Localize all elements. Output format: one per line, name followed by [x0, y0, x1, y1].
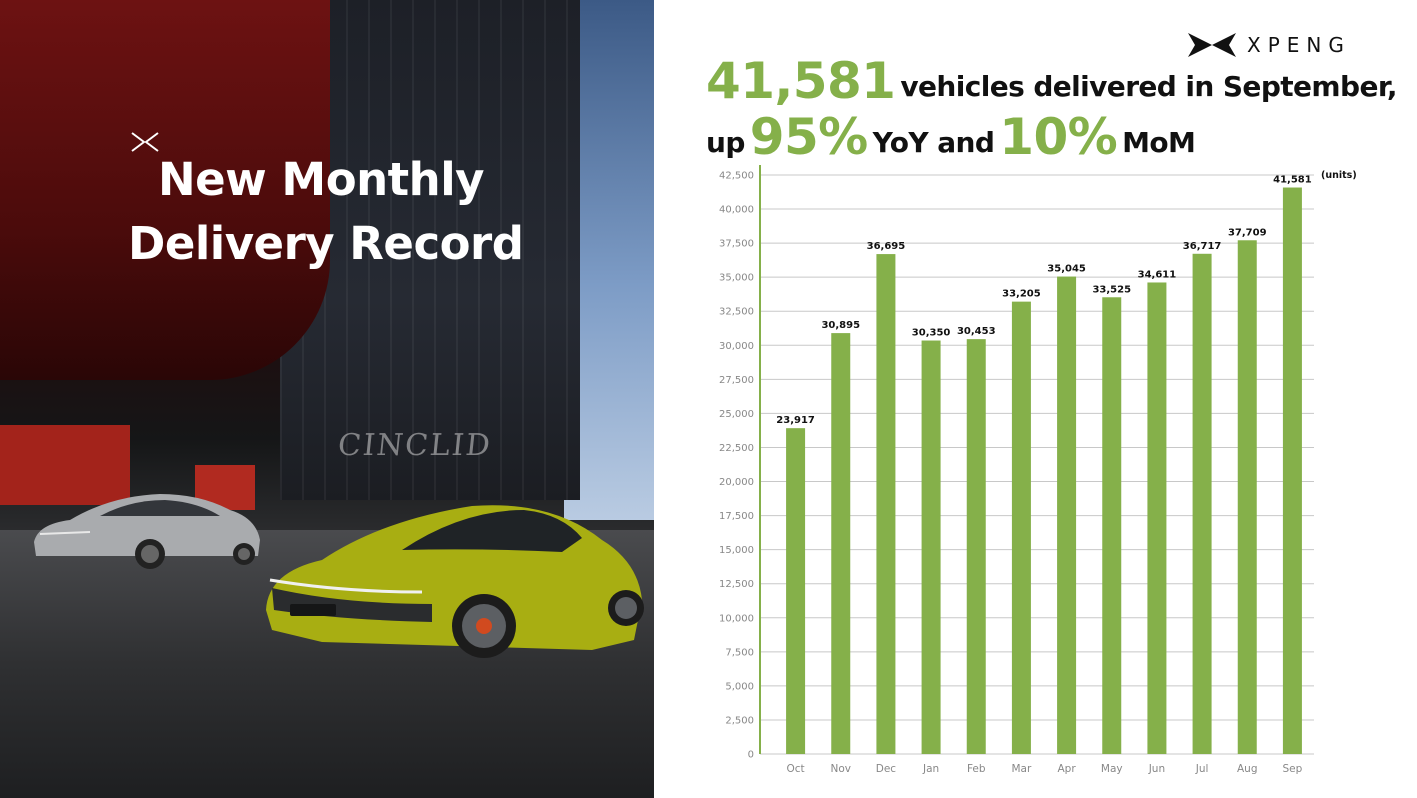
x-tick-label: Aug: [1237, 763, 1258, 775]
red-building: [0, 0, 330, 380]
bar-value-label: 23,917: [776, 415, 815, 426]
yoy-figure: 95%: [749, 108, 868, 166]
title-text-1: vehicles delivered in September,: [900, 70, 1397, 103]
y-tick-label: 37,500: [719, 239, 754, 250]
y-tick-label: 10,000: [719, 613, 754, 624]
tower-facade: [280, 0, 580, 500]
y-tick-label: 42,500: [719, 171, 754, 182]
y-tick-label: 35,000: [719, 273, 754, 284]
x-tick-label: Feb: [967, 763, 986, 775]
silver-car: [34, 494, 260, 569]
xpeng-logo: XPENG: [1187, 32, 1351, 58]
y-tick-label: 15,000: [719, 545, 754, 556]
y-tick-label: 17,500: [719, 511, 754, 522]
bar-value-label: 30,453: [957, 326, 996, 337]
bar-value-label: 36,695: [867, 241, 906, 252]
x-tick-label: Jan: [922, 763, 939, 775]
bar: [1057, 276, 1077, 754]
x-tick-label: Nov: [831, 763, 852, 775]
bar-value-label: 41,581: [1273, 175, 1312, 186]
delivery-bar-chart: 0 2,500 5,000 7,500 10,000 12,500 15,000 17,500…: [719, 165, 1357, 775]
headline-line-2: Delivery Record: [128, 217, 524, 270]
bar: [921, 340, 941, 754]
title-prefix: up: [706, 126, 745, 159]
y-tick-label: 2,500: [725, 715, 754, 726]
bar: [1282, 187, 1302, 754]
y-tick-label: 12,500: [719, 579, 754, 590]
bar: [1102, 297, 1122, 754]
title-line-2: up 95% YoY and 10% MoM: [706, 108, 1397, 166]
y-tick-label: 27,500: [719, 375, 754, 386]
bar: [1192, 253, 1212, 754]
y-tick-label: 32,500: [719, 307, 754, 318]
x-tick-label: Dec: [876, 763, 897, 775]
y-tick-label: 22,500: [719, 443, 754, 454]
bar-value-label: 36,717: [1183, 241, 1222, 252]
bar: [786, 428, 806, 754]
headline: New Monthly Delivery Record: [128, 148, 524, 276]
x-tick-label: May: [1101, 763, 1123, 775]
headline-line-1: New Monthly: [158, 153, 484, 206]
x-tick-label: Oct: [787, 763, 805, 775]
bar: [966, 339, 986, 754]
bar: [876, 254, 896, 754]
bar-value-label: 30,895: [821, 320, 860, 331]
bar: [1147, 282, 1167, 754]
bar: [1011, 301, 1031, 754]
title-line-1: 41,581 vehicles delivered in September,: [706, 52, 1398, 110]
unit-label: (units): [1321, 170, 1357, 181]
building-sign: CINCLID: [336, 428, 494, 463]
xpeng-x-mark-icon: [131, 132, 159, 152]
bar-value-label: 33,205: [1002, 289, 1041, 300]
bar-value-label: 35,045: [1047, 264, 1086, 275]
x-tick-label: Jul: [1195, 763, 1209, 775]
y-tick-label: 5,000: [725, 681, 754, 692]
xpeng-x-logo-icon: [1188, 33, 1236, 57]
bar: [831, 333, 851, 754]
mom-figure: 10%: [999, 108, 1118, 166]
x-tick-label: Mar: [1012, 763, 1032, 775]
logo-wordmark: XPENG: [1247, 33, 1351, 57]
y-tick-label: 25,000: [719, 409, 754, 420]
yellow-car: [266, 505, 644, 658]
bar-value-label: 37,709: [1228, 227, 1267, 238]
y-tick-label: 30,000: [719, 341, 754, 352]
y-tick-label: 40,000: [719, 205, 754, 216]
chart-title: 41,581 vehicles delivered in September, …: [706, 52, 1398, 166]
y-tick-label: 20,000: [719, 477, 754, 488]
bar-value-label: 33,525: [1092, 284, 1131, 295]
deliveries-figure: 41,581: [706, 52, 896, 110]
hero-photo: CINCLID New Monthly Delivery Record: [0, 0, 654, 798]
x-tick-label: Jun: [1148, 763, 1165, 775]
glass-tower: [280, 0, 580, 500]
bar-value-label: 30,350: [912, 328, 951, 339]
x-tick-label: Sep: [1283, 763, 1303, 775]
y-tick-label: 0: [748, 750, 754, 761]
mom-label: MoM: [1122, 126, 1196, 159]
x-tick-label: Apr: [1057, 763, 1076, 775]
bar: [1237, 240, 1257, 754]
red-storefront: [0, 425, 130, 505]
bar-value-label: 34,611: [1138, 269, 1177, 280]
y-tick-label: 7,500: [725, 647, 754, 658]
yoy-label: YoY and: [872, 126, 995, 159]
